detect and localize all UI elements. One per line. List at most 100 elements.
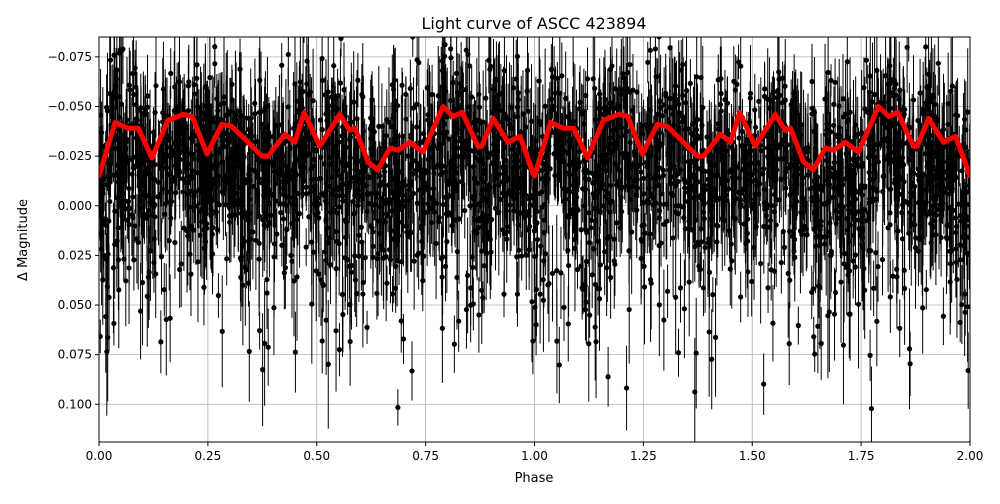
data-point (838, 279, 843, 284)
data-point (597, 296, 602, 301)
data-point (440, 58, 445, 63)
data-point (412, 259, 417, 264)
data-point (771, 90, 776, 95)
data-point (172, 240, 177, 245)
data-point (867, 176, 872, 181)
data-point (301, 12, 306, 17)
data-point (585, 76, 590, 81)
data-point (742, 221, 747, 226)
data-point (177, 79, 182, 84)
data-point (839, 193, 844, 198)
data-point (252, 111, 257, 116)
data-point (776, 69, 781, 74)
data-point (767, 106, 772, 111)
data-point (827, 309, 832, 314)
data-point (906, 231, 911, 236)
data-point (684, 88, 689, 93)
data-point (561, 305, 566, 310)
data-point (591, 246, 596, 251)
data-point (422, 188, 427, 193)
data-point (598, 262, 603, 267)
data-point (535, 237, 540, 242)
data-point (168, 316, 173, 321)
data-point (192, 190, 197, 195)
data-point (220, 329, 225, 334)
data-point (867, 90, 872, 95)
data-point (681, 204, 686, 209)
data-point (614, 182, 619, 187)
data-point (131, 154, 136, 159)
data-point (152, 110, 157, 115)
data-point (399, 83, 404, 88)
data-point (845, 59, 850, 64)
data-point (841, 343, 846, 348)
data-point (249, 134, 254, 139)
data-point (844, 151, 849, 156)
data-point (441, 84, 446, 89)
data-point (627, 307, 632, 312)
data-point (130, 215, 135, 220)
data-point (680, 62, 685, 67)
data-point (844, 265, 849, 270)
data-point (819, 341, 824, 346)
data-point (897, 326, 902, 331)
data-point (375, 191, 380, 196)
data-point (791, 248, 796, 253)
data-point (747, 120, 752, 125)
data-point (487, 67, 492, 72)
data-point (572, 246, 577, 251)
data-point (321, 283, 326, 288)
data-point (534, 220, 539, 225)
data-point (770, 321, 775, 326)
data-point (558, 270, 563, 275)
data-point (130, 71, 135, 76)
data-point (464, 138, 469, 143)
data-point (642, 231, 647, 236)
data-point (393, 264, 398, 269)
data-point (194, 62, 199, 67)
data-point (608, 183, 613, 188)
data-point (263, 131, 268, 136)
data-point (217, 202, 222, 207)
data-point (856, 190, 861, 195)
data-point (269, 192, 274, 197)
data-point (403, 92, 408, 97)
data-point (847, 239, 852, 244)
data-point (158, 339, 163, 344)
data-point (257, 241, 262, 246)
data-point (924, 287, 929, 292)
data-point (612, 262, 617, 267)
data-point (751, 245, 756, 250)
data-point (249, 115, 254, 120)
data-point (681, 215, 686, 220)
data-point (890, 274, 895, 279)
data-point (709, 216, 714, 221)
data-point (586, 341, 591, 346)
data-point (665, 289, 670, 294)
data-point (354, 116, 359, 121)
data-point (689, 184, 694, 189)
data-point (322, 249, 327, 254)
data-point (541, 277, 546, 282)
data-point (761, 381, 766, 386)
data-point (507, 122, 512, 127)
data-point (355, 78, 360, 83)
data-point (537, 292, 542, 297)
data-point (118, 47, 123, 52)
data-point (732, 216, 737, 221)
data-point (894, 93, 899, 98)
data-point (772, 269, 777, 274)
data-point (921, 106, 926, 111)
data-point (528, 146, 533, 151)
data-point (377, 183, 382, 188)
data-point (103, 216, 108, 221)
data-point (280, 153, 285, 158)
data-point (294, 274, 299, 279)
data-point (571, 163, 576, 168)
data-point (561, 187, 566, 192)
data-point (168, 145, 173, 150)
data-point (395, 103, 400, 108)
data-point (282, 270, 287, 275)
